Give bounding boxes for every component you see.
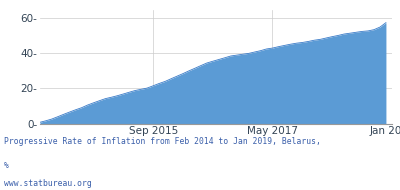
Text: www.statbureau.org: www.statbureau.org xyxy=(4,179,92,188)
Text: %: % xyxy=(4,162,9,170)
Text: Progressive Rate of Inflation from Feb 2014 to Jan 2019, Belarus,: Progressive Rate of Inflation from Feb 2… xyxy=(4,137,321,146)
